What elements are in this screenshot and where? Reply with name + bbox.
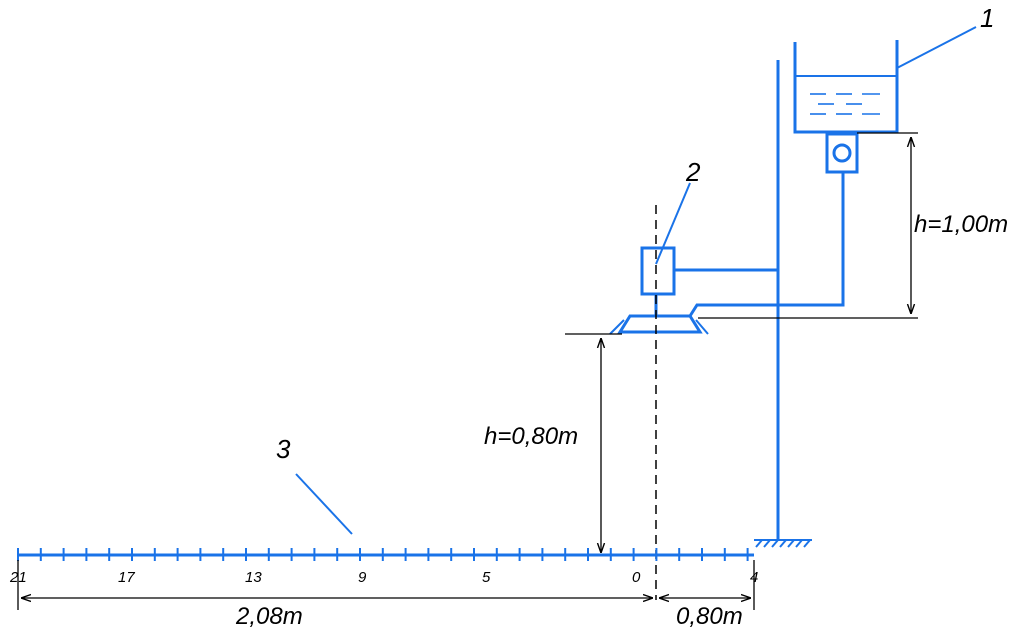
callout-2-leader <box>655 182 691 265</box>
callout-1-label: 1 <box>980 3 994 33</box>
scale-tick-label: 0 <box>632 569 641 586</box>
scale <box>17 548 754 561</box>
scale-tick-label: 9 <box>358 569 367 586</box>
liquid-dashes <box>810 93 880 115</box>
dimension-nozzle-height <box>565 333 622 553</box>
callout-3-label: 3 <box>276 434 291 464</box>
scale-right-dimension: 0,80m <box>676 603 743 630</box>
nozzle <box>609 314 709 335</box>
scale-tick-label: 21 <box>9 569 27 586</box>
nozzle-height-label: h=0,80m <box>484 423 578 450</box>
tank <box>793 40 899 134</box>
scale-left-dimension: 2,08m <box>235 603 303 630</box>
dimension-scale <box>17 560 755 610</box>
valve <box>825 132 859 174</box>
callout-1-leader <box>896 26 977 69</box>
scale-tick-label: 4 <box>750 569 758 586</box>
tank-height-label: h=1,00m <box>914 211 1008 238</box>
supply-pipe <box>688 172 845 317</box>
scale-tick-label: 17 <box>118 569 135 586</box>
scale-tick-label: 13 <box>245 569 262 586</box>
scale-tick-label: 5 <box>482 569 491 586</box>
dimension-tank-height <box>698 132 918 319</box>
callout-3-leader <box>295 473 353 535</box>
callout-2-label: 2 <box>685 157 701 187</box>
ground-support <box>754 539 812 548</box>
